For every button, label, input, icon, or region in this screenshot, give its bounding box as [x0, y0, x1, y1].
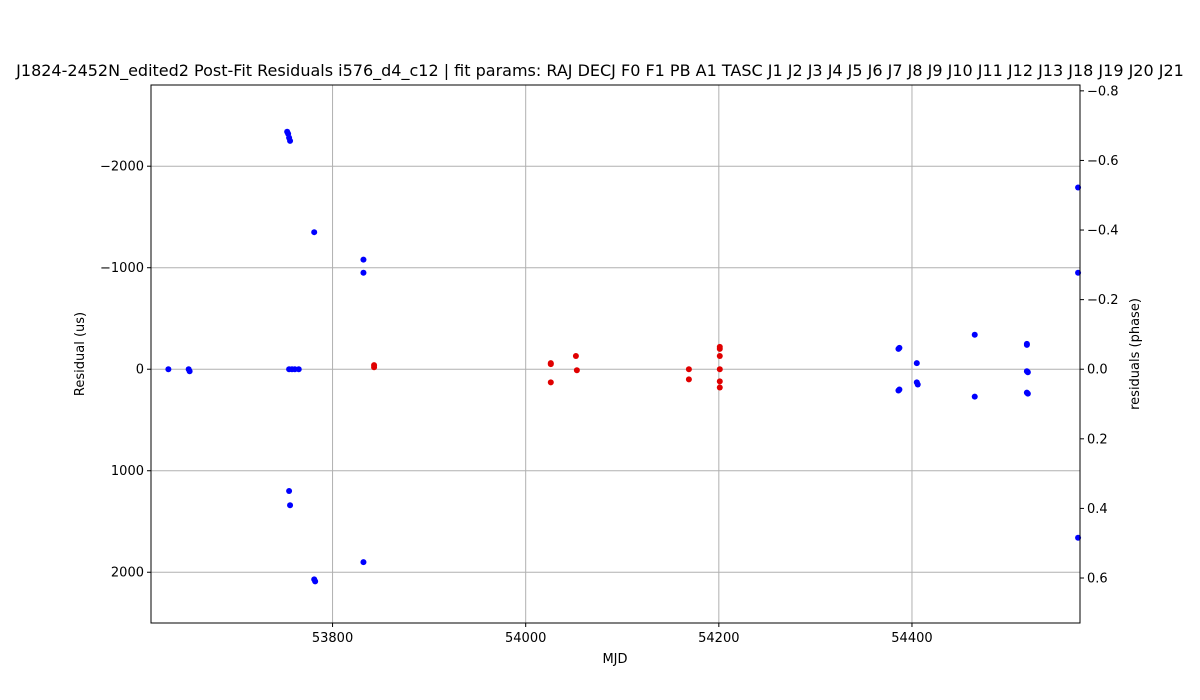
chart-title: J1824-2452N_edited2 Post-Fit Residuals i…	[15, 61, 1184, 81]
blue-data-point	[896, 344, 903, 351]
y-tick-label: −1000	[100, 261, 144, 276]
blue-data-point	[286, 488, 293, 495]
x-tick-label: 53800	[312, 631, 353, 646]
blue-data-point	[186, 368, 193, 375]
grid-lines	[151, 85, 1080, 623]
red-data-point	[685, 376, 692, 383]
y2-axis-label: residuals (phase)	[1128, 298, 1143, 410]
red-data-point	[685, 366, 692, 373]
blue-data-point	[287, 137, 294, 144]
y2-tick-label: −0.4	[1087, 224, 1119, 239]
y-tick-label: 0	[136, 363, 144, 378]
y2-tick-label: 0.4	[1087, 502, 1108, 517]
x-axis-label: MJD	[602, 652, 627, 667]
blue-data-point	[1023, 340, 1030, 347]
blue-data-point	[1024, 369, 1031, 376]
blue-data-point	[1024, 390, 1031, 397]
red-data-point	[547, 361, 554, 368]
y-tick-label: −2000	[100, 160, 144, 175]
blue-data-point	[971, 393, 978, 400]
blue-data-point	[914, 381, 921, 388]
red-data-point	[371, 364, 378, 371]
y2-tick-label: −0.8	[1087, 84, 1119, 99]
red-data-point	[716, 366, 723, 373]
x-tick-label: 54000	[505, 631, 546, 646]
plot-area-frame	[150, 84, 1081, 624]
blue-data-point	[287, 502, 294, 509]
y2-tick-label: 0.2	[1087, 432, 1108, 447]
red-data-point	[716, 378, 723, 385]
blue-data-point	[165, 366, 172, 373]
red-data-point	[573, 367, 580, 374]
y2-tick-label: −0.6	[1087, 154, 1119, 169]
blue-data-point	[913, 360, 920, 367]
red-data-point	[572, 353, 579, 360]
blue-data-point	[360, 559, 367, 566]
y-tick-label: 2000	[111, 566, 144, 581]
y2-tick-label: −0.2	[1087, 293, 1119, 308]
axis-ticks: 53800 54000 54200 54400 −2000 −1000 0 1000 2000 −…	[100, 84, 1119, 646]
red-data-point	[716, 353, 723, 360]
y-tick-label: 1000	[111, 464, 144, 479]
x-tick-label: 54400	[891, 631, 932, 646]
blue-data-point	[360, 256, 367, 263]
data-points	[165, 128, 1082, 585]
y2-tick-label: 0.6	[1087, 572, 1108, 587]
red-data-point	[716, 384, 723, 391]
red-data-point	[716, 345, 723, 352]
blue-data-point	[360, 269, 367, 276]
blue-data-point	[971, 331, 978, 338]
red-data-point	[547, 379, 554, 386]
y2-tick-label: 0.0	[1087, 363, 1108, 378]
y-axis-label: Residual (us)	[73, 312, 88, 396]
blue-data-point	[896, 386, 903, 393]
blue-data-point	[295, 366, 302, 373]
x-tick-label: 54200	[698, 631, 739, 646]
blue-data-point	[311, 229, 318, 236]
blue-data-point	[312, 578, 319, 585]
